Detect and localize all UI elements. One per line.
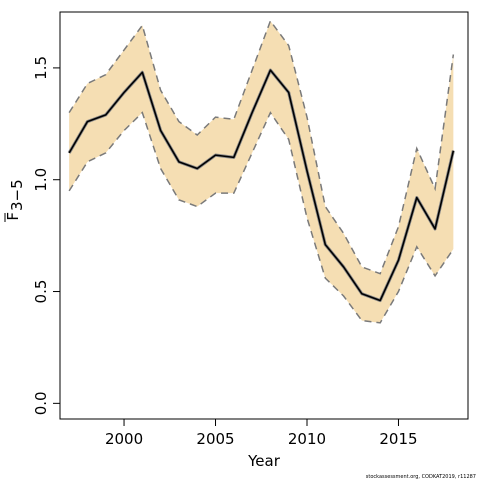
x-axis-title: Year xyxy=(247,452,281,470)
confidence-band xyxy=(69,20,454,323)
x-tick-label: 2015 xyxy=(379,430,417,448)
y-tick-label: 0.5 xyxy=(32,280,50,304)
y-tick-label: 1.5 xyxy=(32,56,50,80)
x-tick-label: 2005 xyxy=(196,430,234,448)
y-axis-title: F 3−5 xyxy=(4,179,26,222)
estimate-line xyxy=(68,69,455,302)
y-axis-title-main: F xyxy=(4,212,22,221)
upper-bound-line xyxy=(68,19,455,275)
x-tick-label: 2000 xyxy=(105,430,143,448)
x-tick-label: 2010 xyxy=(288,430,326,448)
footer-caption: stockassessment.org, CODKAT2019, r11287 xyxy=(366,474,476,480)
y-axis-title-subscript: 3−5 xyxy=(8,179,26,211)
y-axis: 0.0 0.5 1.0 1.5 xyxy=(32,56,60,415)
x-axis: 2000 2005 2010 2015 xyxy=(105,418,418,448)
lower-bound-line xyxy=(68,111,454,324)
y-tick-label: 1.0 xyxy=(32,168,50,192)
plot-area xyxy=(67,19,455,324)
y-tick-label: 0.0 xyxy=(32,391,50,415)
